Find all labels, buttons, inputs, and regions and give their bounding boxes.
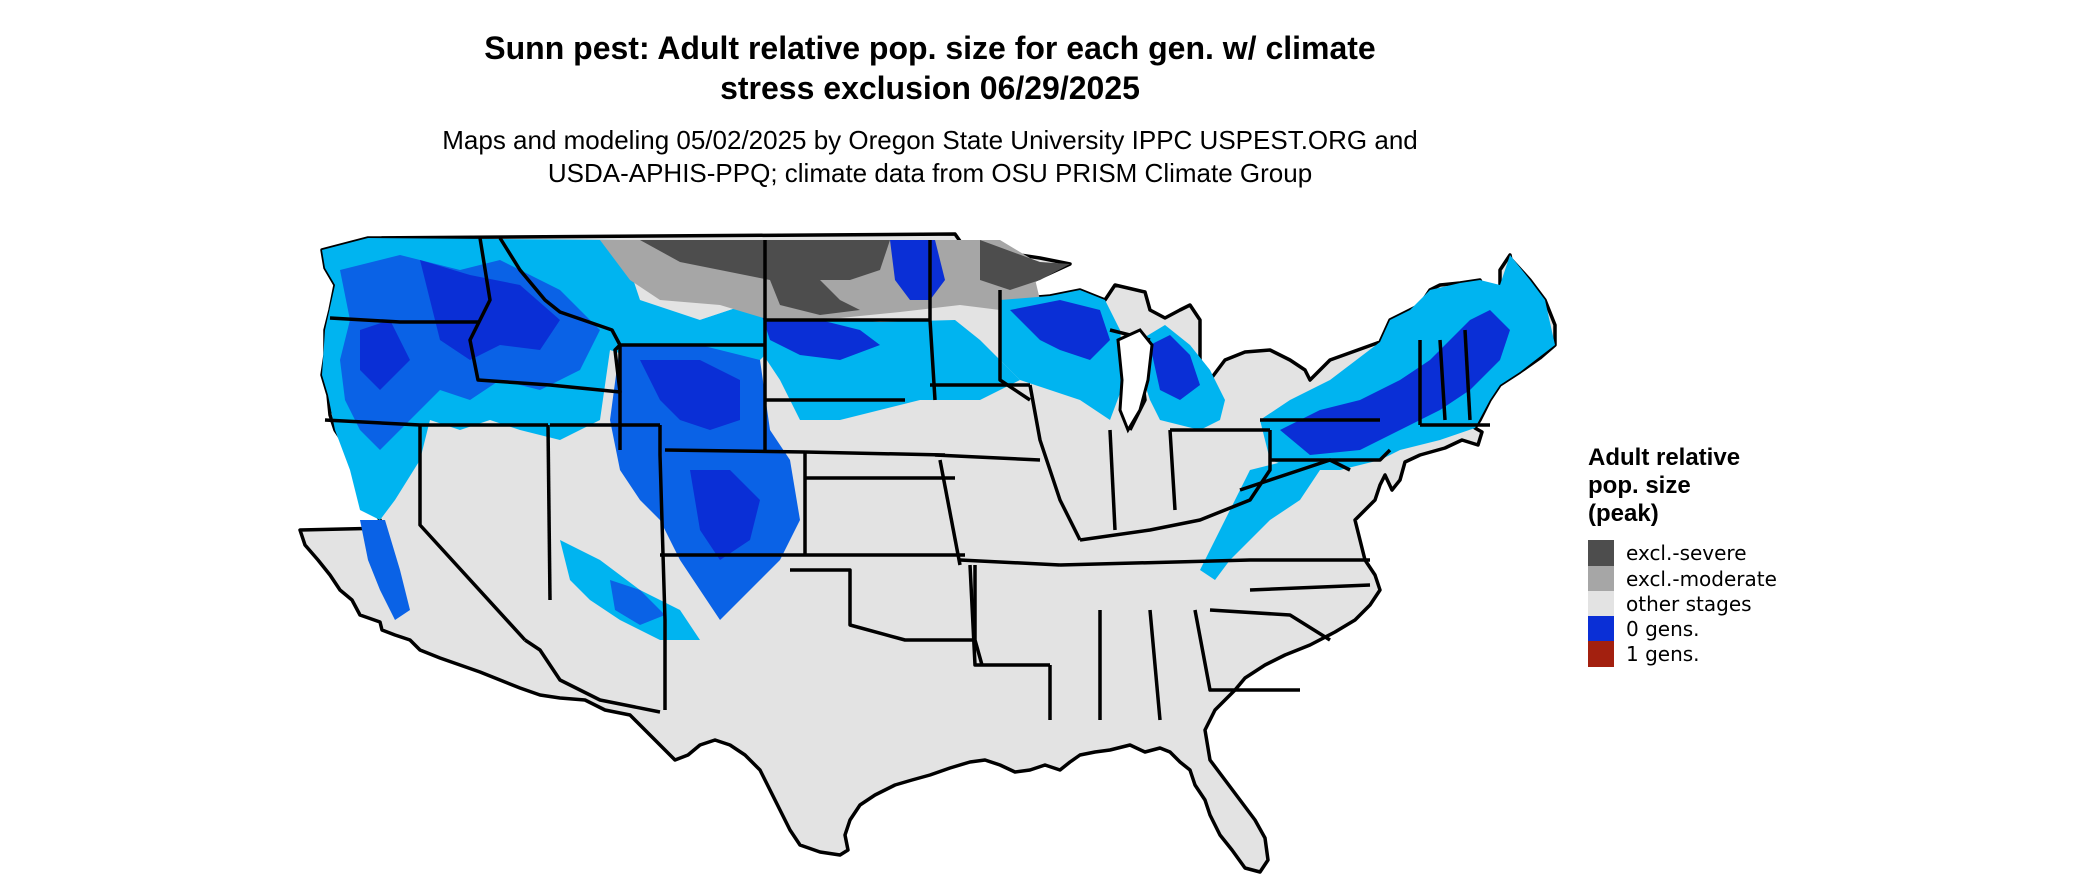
legend-swatch-other-stages [1588,591,1614,617]
blue-region-appalachian [1200,460,1320,580]
legend-label-other-stages: other stages [1626,592,1752,616]
legend-label-0-gens: 0 gens. [1626,617,1700,641]
blue-region-michigan-dark [1150,335,1200,400]
subtitle-line2: USDA-APHIS-PPQ; climate data from OSU PR… [547,158,1313,188]
exclusion-severe-region [640,240,1070,315]
legend-title: Adult relative pop. size (peak) [1588,444,1740,528]
legend-label-1-gens: 1 gens. [1626,642,1700,666]
legend-title-line2: pop. size [1588,472,1691,499]
blue-region-great-lakes-dark [1010,300,1110,360]
state-borders [324,237,1490,721]
legend-label-excl-severe: excl.-severe [1626,541,1747,565]
blue-region-northwest-dark [360,260,560,390]
chart-title-line1: Sunn pest: Adult relative pop. size for … [484,30,1376,66]
legend-swatch-0-gens [1588,616,1614,642]
lake-michigan [1116,328,1154,434]
legend-swatch-excl-moderate [1588,566,1614,592]
blue-region-sierra [360,520,410,620]
subtitle-line1: Maps and modeling 05/02/2025 by Oregon S… [442,125,1418,155]
legend-swatch-1-gens [1588,641,1614,667]
legend-title-line1: Adult relative [1588,444,1741,471]
legend-label-excl-moderate: excl.-moderate [1626,567,1777,591]
blue-region-northern-plains-dark [760,310,880,360]
blue-region-rockies-dark [640,360,760,560]
legend-title-line3: (peak) [1588,500,1659,527]
blue-region-arizona-medium [610,580,665,625]
legend-swatch-excl-severe [1588,540,1614,566]
chart-title-line2: stress exclusion 06/29/2025 [720,70,1140,106]
